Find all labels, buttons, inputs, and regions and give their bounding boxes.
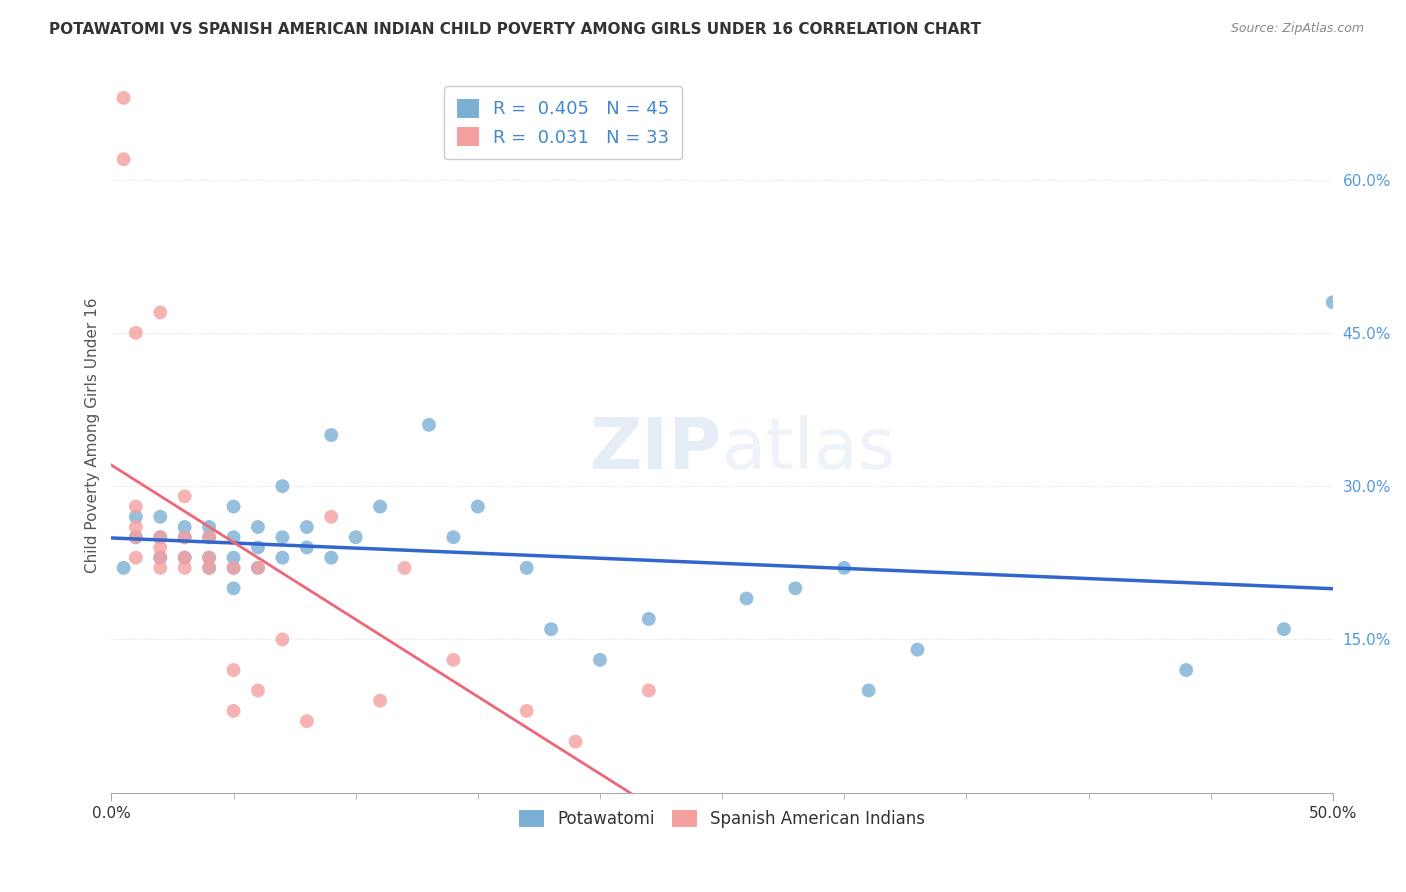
- Text: ZIP: ZIP: [591, 415, 723, 483]
- Point: [246, 561, 269, 575]
- Point: [271, 550, 294, 565]
- Point: [467, 500, 489, 514]
- Point: [564, 734, 586, 748]
- Text: POTAWATOMI VS SPANISH AMERICAN INDIAN CHILD POVERTY AMONG GIRLS UNDER 16 CORRELA: POTAWATOMI VS SPANISH AMERICAN INDIAN CH…: [49, 22, 981, 37]
- Point: [368, 694, 391, 708]
- Point: [321, 428, 343, 442]
- Point: [441, 530, 464, 544]
- Y-axis label: Child Poverty Among Girls Under 16: Child Poverty Among Girls Under 16: [86, 297, 100, 573]
- Point: [173, 520, 195, 534]
- Point: [149, 550, 172, 565]
- Point: [112, 91, 135, 105]
- Point: [198, 561, 221, 575]
- Point: [832, 561, 855, 575]
- Point: [222, 663, 245, 677]
- Point: [125, 530, 148, 544]
- Point: [125, 550, 148, 565]
- Point: [540, 622, 562, 636]
- Point: [295, 541, 318, 555]
- Point: [222, 530, 245, 544]
- Point: [125, 520, 148, 534]
- Point: [125, 530, 148, 544]
- Point: [149, 530, 172, 544]
- Point: [516, 704, 538, 718]
- Point: [441, 653, 464, 667]
- Point: [246, 683, 269, 698]
- Point: [321, 550, 343, 565]
- Point: [246, 520, 269, 534]
- Point: [222, 561, 245, 575]
- Point: [149, 305, 172, 319]
- Point: [198, 561, 221, 575]
- Point: [125, 326, 148, 340]
- Point: [222, 550, 245, 565]
- Point: [222, 561, 245, 575]
- Point: [149, 530, 172, 544]
- Point: [173, 530, 195, 544]
- Point: [589, 653, 612, 667]
- Point: [173, 530, 195, 544]
- Point: [271, 632, 294, 647]
- Point: [321, 509, 343, 524]
- Point: [112, 152, 135, 166]
- Point: [173, 550, 195, 565]
- Point: [1175, 663, 1198, 677]
- Point: [198, 550, 221, 565]
- Point: [907, 642, 929, 657]
- Point: [149, 561, 172, 575]
- Point: [198, 550, 221, 565]
- Point: [271, 530, 294, 544]
- Point: [149, 550, 172, 565]
- Point: [173, 489, 195, 503]
- Point: [271, 479, 294, 493]
- Point: [222, 704, 245, 718]
- Point: [112, 561, 135, 575]
- Point: [637, 612, 659, 626]
- Point: [173, 561, 195, 575]
- Point: [173, 550, 195, 565]
- Point: [1272, 622, 1295, 636]
- Point: [637, 683, 659, 698]
- Point: [295, 714, 318, 728]
- Point: [735, 591, 758, 606]
- Point: [246, 561, 269, 575]
- Point: [198, 520, 221, 534]
- Point: [344, 530, 367, 544]
- Point: [222, 500, 245, 514]
- Point: [246, 541, 269, 555]
- Point: [394, 561, 416, 575]
- Point: [198, 530, 221, 544]
- Point: [858, 683, 880, 698]
- Point: [149, 509, 172, 524]
- Point: [1322, 295, 1344, 310]
- Text: Source: ZipAtlas.com: Source: ZipAtlas.com: [1230, 22, 1364, 36]
- Point: [368, 500, 391, 514]
- Point: [418, 417, 440, 432]
- Point: [198, 530, 221, 544]
- Point: [149, 541, 172, 555]
- Legend: Potawatomi, Spanish American Indians: Potawatomi, Spanish American Indians: [513, 803, 932, 834]
- Point: [295, 520, 318, 534]
- Text: atlas: atlas: [723, 415, 897, 483]
- Point: [785, 582, 807, 596]
- Point: [125, 509, 148, 524]
- Point: [222, 582, 245, 596]
- Point: [125, 500, 148, 514]
- Point: [516, 561, 538, 575]
